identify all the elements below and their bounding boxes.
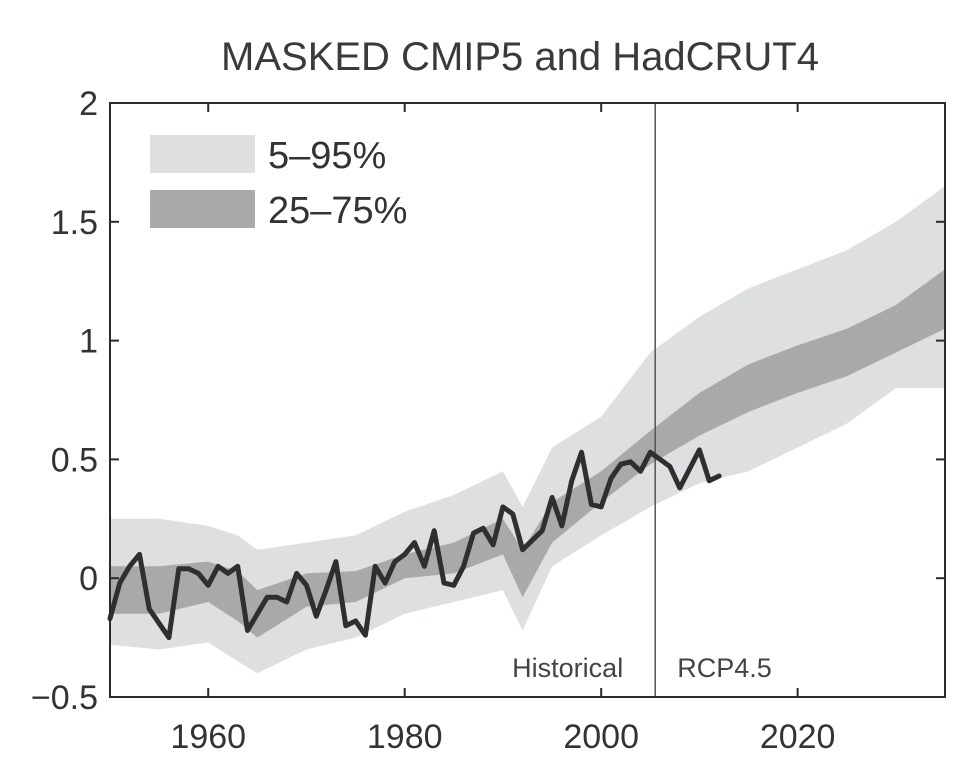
observed-series: [107, 447, 722, 641]
period-divider: Historical RCP4.5: [512, 103, 772, 697]
plot-frame: [109, 102, 946, 698]
legend-label-1: 25–75%: [268, 190, 407, 232]
x-tick-label: 1980: [367, 718, 443, 756]
y-tick-label: 0: [79, 560, 98, 598]
y-tick-label: 1: [79, 323, 98, 361]
rcp45-label: RCP4.5: [677, 653, 772, 683]
uncertainty-bands: [110, 186, 945, 674]
observed-line-0: [107, 447, 722, 641]
x-tick-label: 2020: [760, 718, 836, 756]
y-tick-label: −0.5: [31, 679, 98, 717]
legend-swatch-0: [150, 135, 255, 173]
historical-label: Historical: [512, 653, 623, 683]
band-25-75: [110, 269, 945, 638]
chart-title: MASKED CMIP5 and HadCRUT4: [221, 35, 819, 79]
axis-ticks: −0.5 0 0.5 1 1.5 2 1960 1980 2000 2020: [31, 85, 945, 756]
y-tick-label: 0.5: [51, 441, 98, 479]
x-tick-label: 2000: [563, 718, 639, 756]
legend-label-0: 5–95%: [268, 135, 386, 177]
y-tick-label: 1.5: [51, 204, 98, 242]
y-tick-label: 2: [79, 85, 98, 123]
band-5-95: [110, 186, 945, 674]
legend: 5–95% 25–75%: [150, 135, 407, 232]
legend-swatch-1: [150, 190, 255, 228]
x-tick-label: 1960: [170, 718, 246, 756]
